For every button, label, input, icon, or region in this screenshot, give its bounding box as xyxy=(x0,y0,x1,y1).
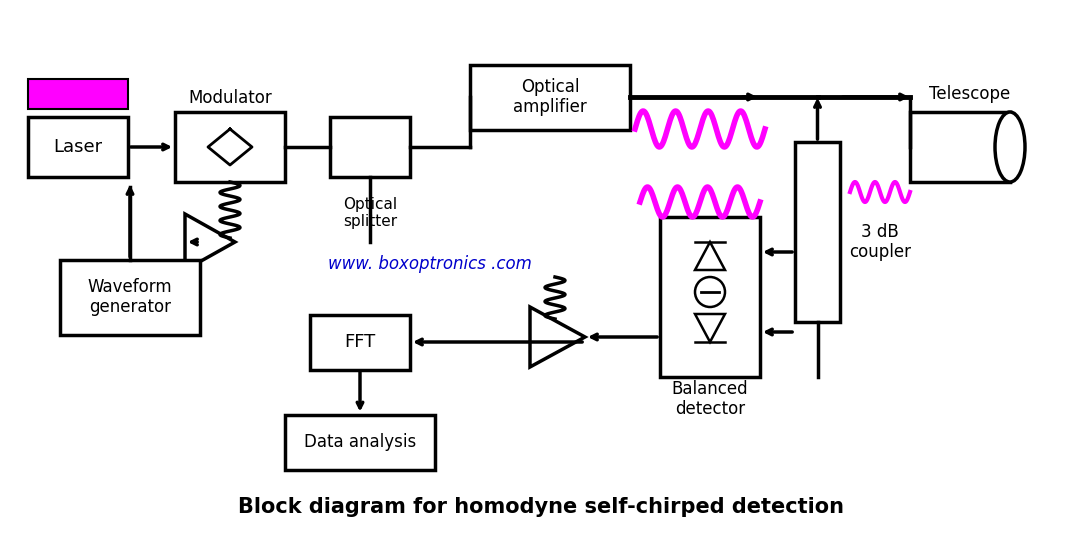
Text: Balanced
detector: Balanced detector xyxy=(672,379,749,418)
Bar xyxy=(28,79,128,109)
Bar xyxy=(311,314,410,370)
Bar xyxy=(285,415,435,469)
Text: Optical
amplifier: Optical amplifier xyxy=(513,78,586,117)
Bar xyxy=(470,64,630,130)
Bar xyxy=(660,217,760,377)
Polygon shape xyxy=(695,242,725,270)
Text: FFT: FFT xyxy=(344,333,375,351)
Bar xyxy=(795,142,840,322)
Polygon shape xyxy=(530,307,585,367)
Text: www. boxoptronics .com: www. boxoptronics .com xyxy=(328,255,532,273)
Bar xyxy=(60,260,200,334)
Bar xyxy=(330,117,410,177)
Text: Telescope: Telescope xyxy=(929,85,1011,103)
Polygon shape xyxy=(185,214,235,270)
Text: 3 dB
coupler: 3 dB coupler xyxy=(849,223,911,261)
Text: Data analysis: Data analysis xyxy=(304,433,417,451)
Text: Block diagram for homodyne self-chirped detection: Block diagram for homodyne self-chirped … xyxy=(238,497,844,517)
Bar xyxy=(28,117,128,177)
Text: Modulator: Modulator xyxy=(188,89,272,107)
Ellipse shape xyxy=(995,112,1025,182)
Text: Optical
splitter: Optical splitter xyxy=(343,197,397,229)
Circle shape xyxy=(695,277,725,307)
Bar xyxy=(910,112,1010,182)
Bar xyxy=(175,112,285,182)
Text: Laser: Laser xyxy=(53,138,103,156)
Polygon shape xyxy=(695,314,725,342)
Text: Waveform
generator: Waveform generator xyxy=(88,278,172,317)
